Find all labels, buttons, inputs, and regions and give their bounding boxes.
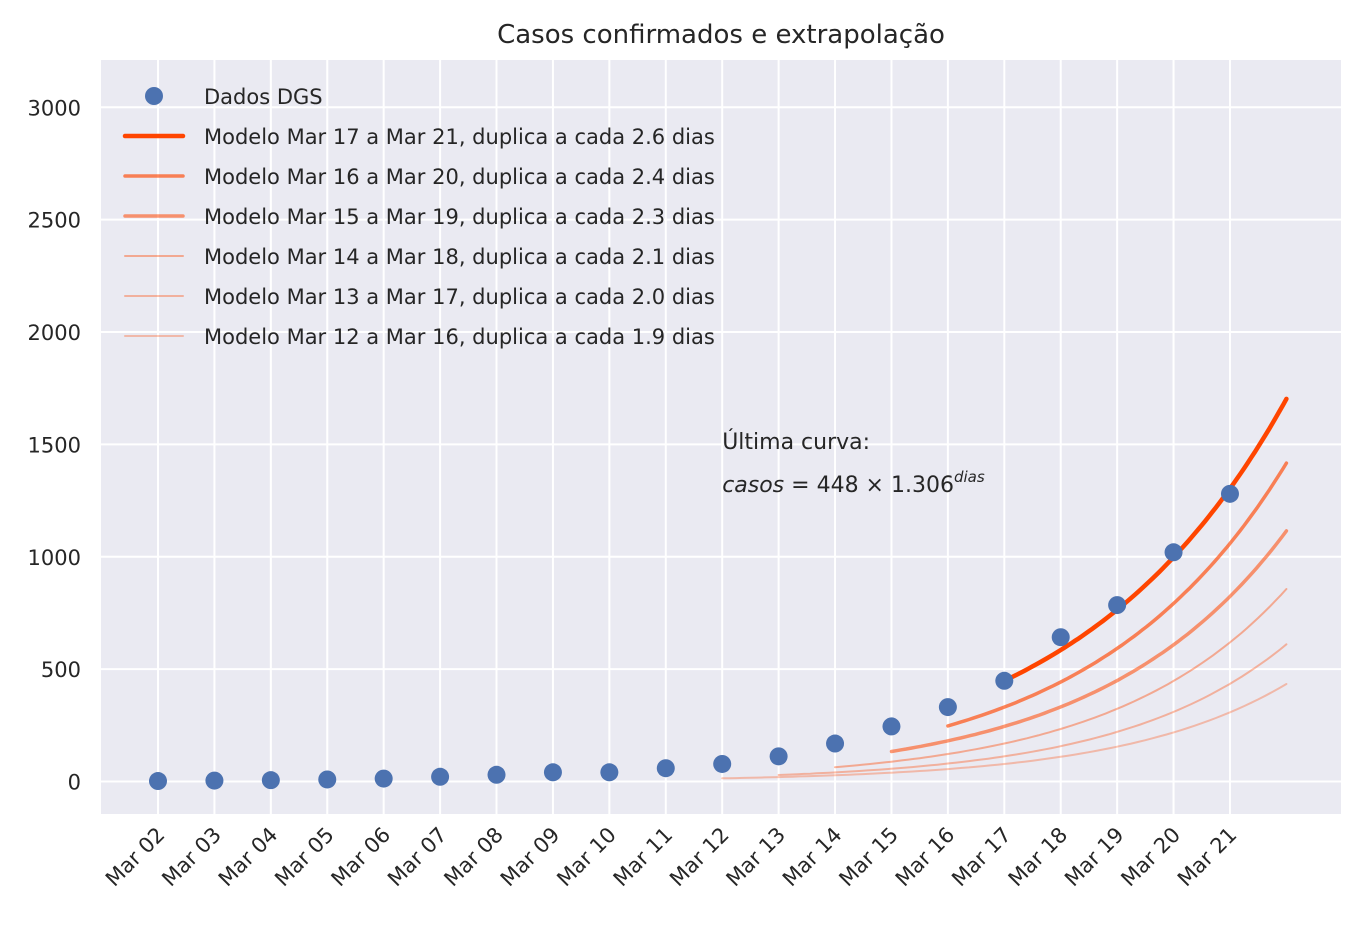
x-tick-label: Mar 16 [891, 823, 960, 892]
y-tick-label: 2000 [28, 321, 81, 345]
data-point [882, 717, 901, 736]
data-point [149, 772, 167, 791]
data-point [543, 763, 562, 782]
annotation-formula-lhs: casos [722, 473, 784, 498]
x-tick-label: Mar 12 [665, 823, 734, 892]
data-point [374, 769, 393, 788]
x-tick-label: Mar 18 [1004, 823, 1073, 892]
x-tick-label: Mar 06 [327, 823, 396, 892]
data-point [1108, 596, 1127, 615]
legend-label: Modelo Mar 15 a Mar 19, duplica a cada 2… [204, 205, 715, 229]
annotation-line1: Última curva: [722, 429, 870, 455]
data-point [826, 734, 845, 753]
data-point [487, 765, 506, 784]
x-tick-label: Mar 11 [609, 823, 678, 892]
x-tick-label: Mar 20 [1116, 823, 1185, 892]
x-tick-label: Mar 10 [552, 823, 621, 892]
legend-label: Modelo Mar 16 a Mar 20, duplica a cada 2… [204, 165, 715, 189]
y-tick-label: 0 [68, 771, 81, 795]
x-tick-label: Mar 15 [834, 823, 903, 892]
data-points [149, 484, 1239, 791]
x-tick-label: Mar 03 [157, 823, 226, 892]
x-tick-label: Mar 21 [1173, 823, 1242, 892]
legend-label: Modelo Mar 13 a Mar 17, duplica a cada 2… [204, 285, 715, 309]
data-point [318, 770, 337, 789]
x-tick-label: Mar 05 [270, 823, 339, 892]
grid-lines [101, 60, 1341, 814]
legend-marker-data [145, 87, 163, 105]
y-axis: 0 500 1000 1500 2000 2500 3000 [28, 96, 81, 794]
data-point [600, 763, 619, 782]
x-tick-label: Mar 02 [101, 823, 170, 892]
x-tick-label: Mar 19 [1060, 823, 1129, 892]
x-tick-label: Mar 13 [722, 823, 791, 892]
x-tick-label: Mar 07 [383, 823, 452, 892]
x-tick-label: Mar 04 [214, 823, 283, 892]
data-point [1220, 484, 1239, 503]
y-tick-label: 1500 [28, 433, 81, 457]
data-point [261, 771, 280, 790]
y-tick-label: 3000 [28, 96, 81, 120]
model-curve [777, 643, 1288, 776]
data-point [938, 698, 957, 717]
model-curve [889, 529, 1289, 754]
model-curve [834, 588, 1288, 769]
chart-title: Casos confirmados e extrapolação [497, 20, 945, 50]
legend-label: Modelo Mar 17 a Mar 21, duplica a cada 2… [204, 125, 715, 149]
model-curves [721, 396, 1289, 780]
annotation-formula-exponent: dias [954, 468, 985, 486]
model-curve [946, 461, 1289, 728]
legend-label: Modelo Mar 12 a Mar 16, duplica a cada 1… [204, 325, 715, 349]
data-point [1051, 628, 1070, 647]
annotation-formula: casos = 448 × 1.306dias [722, 468, 985, 498]
x-tick-label: Mar 14 [778, 823, 847, 892]
x-tick-label: Mar 17 [947, 823, 1016, 892]
data-point [431, 767, 450, 786]
y-tick-label: 1000 [28, 546, 81, 570]
annotation-formula-eq: = 448 × 1.306 [784, 473, 954, 498]
y-tick-label: 2500 [28, 209, 81, 233]
annotation: Última curva: casos = 448 × 1.306dias [722, 429, 985, 498]
y-tick-label: 500 [41, 658, 81, 682]
data-point [769, 747, 788, 766]
legend: Dados DGS Modelo Mar 17 a Mar 21, duplica… [122, 85, 715, 349]
data-point [656, 759, 675, 778]
data-point [1164, 543, 1183, 562]
model-curve [1002, 396, 1289, 684]
model-curve [721, 683, 1288, 780]
data-point [713, 754, 732, 773]
plot-area [101, 60, 1341, 814]
data-point [205, 771, 224, 790]
legend-label: Dados DGS [204, 85, 323, 109]
legend-label: Modelo Mar 14 a Mar 18, duplica a cada 2… [204, 245, 715, 269]
x-tick-label: Mar 08 [439, 823, 508, 892]
x-tick-label: Mar 09 [496, 823, 565, 892]
data-point [995, 671, 1014, 690]
